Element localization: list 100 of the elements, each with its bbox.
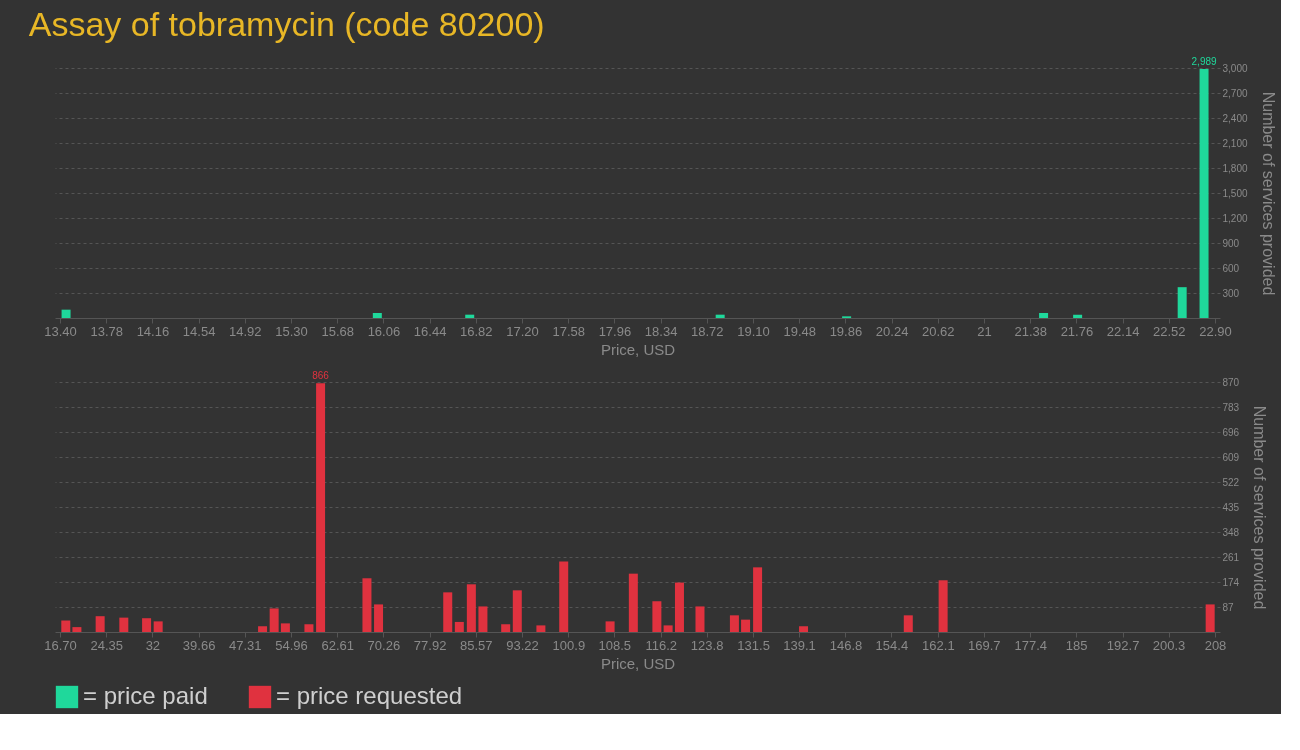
bar <box>61 620 71 632</box>
bar <box>1199 68 1209 318</box>
y-tick-label: 783 <box>1222 401 1240 413</box>
bar <box>454 621 464 632</box>
x-tick-label: 14.16 <box>136 323 170 339</box>
bar <box>304 624 314 632</box>
x-tick-label: 14.54 <box>182 323 216 339</box>
bar <box>1073 314 1083 318</box>
bar <box>1205 604 1215 632</box>
bar <box>478 606 488 632</box>
bar <box>536 625 546 632</box>
y-tick-label: 2,400 <box>1222 112 1248 124</box>
x-tick-label: 21 <box>977 323 992 339</box>
x-tick-label: 16.44 <box>413 323 447 339</box>
x-tick-label: 192.7 <box>1106 637 1140 653</box>
bar <box>512 590 522 632</box>
x-tick-label: 17.96 <box>598 323 632 339</box>
x-tick-label: 169.7 <box>967 637 1001 653</box>
x-tick-label: 32 <box>145 637 161 653</box>
x-tick-label: 116.2 <box>645 637 678 653</box>
bar <box>1039 313 1049 318</box>
x-tick-label: 16.82 <box>460 323 493 339</box>
x-tick-label: 20.62 <box>922 323 955 339</box>
chart-title: Assay of tobramycin (code 80200) <box>28 4 545 43</box>
x-axis-title: Price, USD <box>600 340 676 358</box>
x-tick-label: 16.06 <box>367 323 401 339</box>
x-tick-label: 18.72 <box>691 323 724 339</box>
x-tick-label: 14.92 <box>229 323 262 339</box>
bar <box>119 617 129 632</box>
x-tick-label: 131.5 <box>737 637 770 653</box>
y-tick-label: 600 <box>1222 262 1240 274</box>
x-tick-label: 22.14 <box>1106 323 1140 339</box>
x-tick-label: 18.34 <box>644 323 678 339</box>
x-tick-label: 15.30 <box>275 323 308 339</box>
y-tick-label: 261 <box>1222 551 1240 563</box>
x-tick-label: 19.10 <box>737 323 770 339</box>
legend-label: = price requested <box>276 682 463 709</box>
x-tick-label: 185 <box>1065 637 1088 653</box>
x-tick-label: 22.90 <box>1199 323 1232 339</box>
x-tick-label: 70.26 <box>367 637 401 653</box>
bar <box>374 604 384 632</box>
bar <box>362 578 372 632</box>
x-tick-label: 100.9 <box>552 637 586 653</box>
bar <box>674 582 684 632</box>
bar <box>753 567 763 632</box>
x-tick-label: 146.8 <box>829 637 863 653</box>
x-tick-label: 21.38 <box>1014 323 1047 339</box>
x-tick-label: 62.61 <box>321 637 354 653</box>
x-tick-label: 108.5 <box>598 637 632 653</box>
x-tick-label: 21.76 <box>1060 323 1094 339</box>
legend-label: = price paid <box>83 682 208 709</box>
x-tick-label: 19.48 <box>783 323 816 339</box>
x-tick-label: 208 <box>1204 637 1227 653</box>
bar <box>465 314 475 318</box>
y-tick-label: 1,800 <box>1222 162 1248 174</box>
y-tick-label: 348 <box>1222 526 1240 538</box>
x-tick-label: 17.20 <box>506 323 539 339</box>
y-tick-label: 696 <box>1222 426 1240 438</box>
y-tick-label: 87 <box>1222 601 1235 613</box>
x-tick-label: 13.40 <box>44 323 77 339</box>
y-tick-label: 2,700 <box>1222 87 1248 99</box>
x-tick-label: 39.66 <box>182 637 216 653</box>
bar <box>663 625 673 632</box>
y-axis-title: Number of services provided <box>1251 405 1269 610</box>
bar <box>1177 287 1187 318</box>
bar <box>628 573 638 632</box>
x-tick-label: 154.4 <box>875 637 909 653</box>
bar <box>695 606 705 632</box>
bar <box>95 616 105 632</box>
bar <box>903 615 913 632</box>
y-axis-title: Number of services provided <box>1259 91 1277 296</box>
y-tick-label: 3,000 <box>1222 62 1248 74</box>
x-tick-label: 123.8 <box>690 637 724 653</box>
x-tick-label: 200.3 <box>1152 637 1186 653</box>
y-tick-label: 522 <box>1222 476 1240 488</box>
bar <box>153 621 163 632</box>
x-tick-label: 177.4 <box>1014 637 1048 653</box>
bar <box>61 309 71 318</box>
x-tick-label: 15.68 <box>321 323 354 339</box>
y-tick-label: 300 <box>1222 287 1240 299</box>
y-tick-label: 174 <box>1222 576 1240 588</box>
x-tick-label: 162.1 <box>922 637 955 653</box>
bar <box>729 615 739 632</box>
y-tick-label: 1,200 <box>1222 212 1248 224</box>
y-tick-label: 609 <box>1222 451 1240 463</box>
x-tick-label: 139.1 <box>783 637 816 653</box>
bar <box>741 619 751 632</box>
x-tick-label: 20.24 <box>875 323 909 339</box>
x-tick-label: 54.96 <box>275 637 308 653</box>
x-tick-label: 85.57 <box>460 637 493 653</box>
bar <box>605 621 615 632</box>
data-label: 866 <box>312 370 330 382</box>
bar <box>142 618 152 632</box>
y-tick-label: 870 <box>1222 376 1240 388</box>
x-tick-label: 13.78 <box>90 323 123 339</box>
bar <box>501 624 511 632</box>
data-label: 2,989 <box>1191 55 1218 67</box>
x-axis-title: Price, USD <box>600 654 676 672</box>
bar <box>372 313 382 318</box>
bar <box>559 561 569 632</box>
